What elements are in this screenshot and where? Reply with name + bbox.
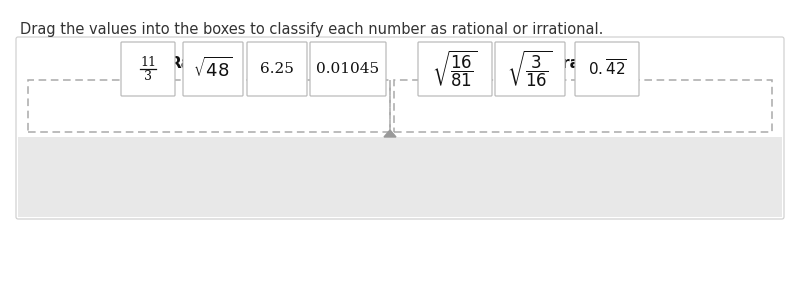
FancyBboxPatch shape <box>310 42 386 96</box>
Polygon shape <box>384 130 396 137</box>
FancyBboxPatch shape <box>183 42 243 96</box>
Text: Irrational: Irrational <box>550 56 630 72</box>
FancyBboxPatch shape <box>247 42 307 96</box>
FancyBboxPatch shape <box>495 42 565 96</box>
Bar <box>394 80 772 132</box>
Text: 0.01045: 0.01045 <box>317 62 379 76</box>
Text: 11: 11 <box>140 56 156 69</box>
FancyBboxPatch shape <box>16 37 784 219</box>
Bar <box>28 80 390 132</box>
Text: Rational: Rational <box>170 56 241 72</box>
FancyBboxPatch shape <box>418 42 492 96</box>
Text: $\sqrt{\dfrac{3}{16}}$: $\sqrt{\dfrac{3}{16}}$ <box>507 49 553 89</box>
Text: $\sqrt{48}$: $\sqrt{48}$ <box>193 57 233 81</box>
FancyBboxPatch shape <box>121 42 175 96</box>
Text: 6.25: 6.25 <box>260 62 294 76</box>
Text: Drag the values into the boxes to classify each number as rational or irrational: Drag the values into the boxes to classi… <box>20 22 603 37</box>
FancyBboxPatch shape <box>575 42 639 96</box>
Text: $\sqrt{\dfrac{16}{81}}$: $\sqrt{\dfrac{16}{81}}$ <box>432 49 478 89</box>
Bar <box>18 137 782 217</box>
Text: $0.\overline{42}$: $0.\overline{42}$ <box>587 59 626 79</box>
Text: 3: 3 <box>144 69 152 83</box>
